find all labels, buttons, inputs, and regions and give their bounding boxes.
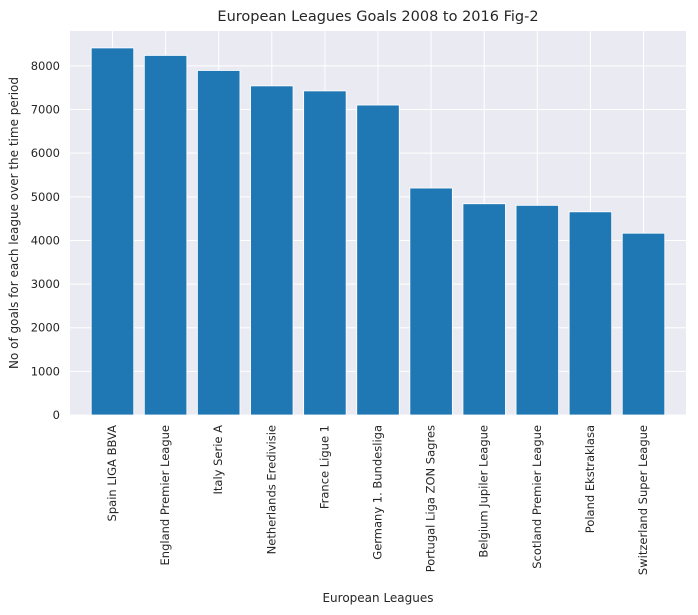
bar (409, 187, 453, 416)
x-tick-labels: Spain LIGA BBVA England Premier League Ita… (105, 425, 650, 575)
bar (515, 204, 559, 416)
y-tick-label: 7000 (31, 103, 60, 117)
x-axis-label: European Leagues (322, 591, 433, 605)
y-axis-label: No of goals for each league over the tim… (7, 77, 21, 369)
bar (90, 47, 135, 416)
x-tick-label: Poland Ekstraklasa (583, 425, 597, 533)
bar (621, 232, 666, 416)
x-tick-label: Belgium Jupiler League (477, 425, 491, 558)
y-tick-label: 6000 (31, 146, 60, 160)
x-tick-label: Portugal Liga ZON Sagres (424, 425, 438, 572)
x-tick-label: Netherlands Eredivisie (264, 425, 278, 554)
bar (143, 55, 188, 416)
y-tick-labels: 0 1000 2000 3000 4000 5000 6000 7000 8000 (31, 59, 60, 422)
y-tick-label: 2000 (31, 321, 60, 335)
x-tick-label: Spain LIGA BBVA (105, 425, 119, 522)
bar (568, 211, 613, 416)
x-tick-label: Scotland Premier League (530, 425, 544, 569)
bar (197, 70, 241, 416)
x-tick-label: France Ligue 1 (317, 425, 331, 509)
x-tick-label: Germany 1. Bundesliga (371, 425, 385, 560)
bar (462, 203, 506, 416)
x-tick-label: Italy Serie A (211, 425, 225, 495)
chart-title: European Leagues Goals 2008 to 2016 Fig-… (217, 9, 538, 25)
bars (90, 47, 666, 416)
y-tick-label: 4000 (31, 233, 60, 247)
y-tick-label: 8000 (31, 59, 60, 73)
y-tick-label: 5000 (31, 190, 60, 204)
x-tick-label: Switzerland Super League (636, 425, 650, 575)
bar (303, 90, 347, 416)
y-tick-label: 3000 (31, 277, 60, 291)
y-tick-label: 0 (53, 408, 60, 422)
bar (356, 104, 400, 416)
y-tick-label: 1000 (31, 364, 60, 378)
bar (250, 85, 294, 416)
x-tick-label: England Premier League (158, 425, 172, 565)
